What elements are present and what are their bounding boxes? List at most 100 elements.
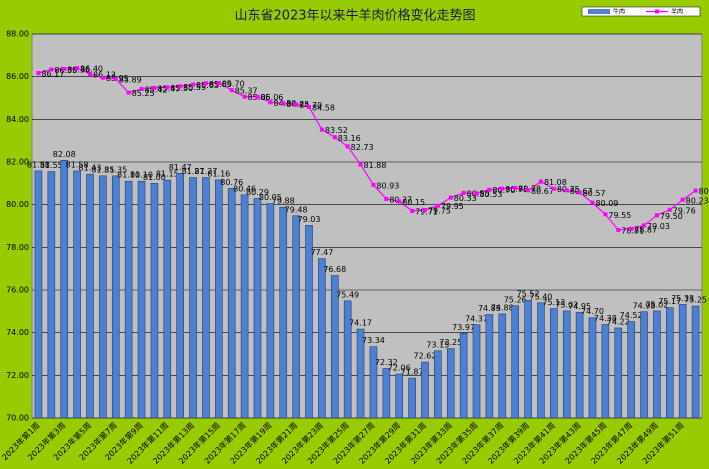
bar-value-label: 75.52 [517, 290, 540, 299]
line-marker [281, 101, 286, 106]
line-value-label: 85.55 [183, 83, 206, 92]
bar [498, 313, 507, 419]
bar [73, 170, 81, 419]
bar-value-label: 73.15 [426, 340, 449, 349]
line-value-label: 79.50 [660, 212, 683, 221]
line-value-label: 79.76 [673, 206, 696, 215]
line-value-label: 86.17 [41, 70, 64, 79]
bar [446, 348, 455, 419]
bar-value-label: 80.29 [246, 188, 269, 197]
bar [421, 361, 429, 419]
bar [678, 303, 687, 419]
bar [485, 314, 494, 419]
line-marker [36, 71, 41, 76]
legend-swatch [655, 9, 659, 14]
line-marker [62, 66, 67, 71]
line-marker [152, 85, 157, 90]
line-marker [397, 199, 402, 204]
line-marker [487, 187, 492, 192]
bar-value-label: 72.06 [388, 364, 411, 373]
line-marker [307, 104, 312, 109]
line-value-label: 79.95 [441, 202, 464, 211]
bar-value-label: 79.48 [285, 205, 308, 214]
line-marker [126, 90, 131, 95]
line-marker [551, 186, 556, 191]
line-value-label: 78.87 [634, 225, 657, 234]
line-marker [358, 162, 363, 167]
bar-value-label: 77.47 [310, 248, 333, 257]
line-value-label: 80.09 [595, 199, 618, 208]
bar [189, 177, 197, 419]
bar-value-label: 74.52 [620, 311, 643, 320]
line-value-label: 85.70 [222, 80, 245, 89]
bar [665, 307, 674, 419]
line-value-label: 83.16 [338, 134, 361, 143]
bar-value-label: 81.27 [194, 167, 217, 176]
bar-value-label: 72.62 [414, 352, 437, 361]
bar-value-label: 80.05 [259, 193, 282, 202]
line-value-label: 80.66 [699, 187, 709, 196]
y-tick-label: 74.00 [6, 328, 29, 337]
bar [330, 275, 339, 419]
line-value-label: 79.55 [608, 211, 631, 220]
bar [47, 171, 56, 419]
bar-value-label: 73.97 [452, 323, 475, 332]
line-marker [87, 71, 92, 76]
line-marker [294, 102, 299, 107]
bar [279, 206, 288, 419]
bar-value-label: 81.35 [91, 165, 114, 174]
line-marker [139, 87, 144, 92]
bar-value-label: 81.10 [117, 171, 140, 180]
line-marker [384, 196, 389, 201]
line-value-label: 85.89 [119, 76, 142, 85]
line-value-label: 80.53 [480, 190, 503, 199]
bar-value-label: 79.03 [298, 215, 321, 224]
bar [408, 377, 416, 419]
bar [202, 177, 210, 419]
line-value-label: 78.81 [621, 227, 644, 236]
line-value-label: 86.13 [93, 70, 116, 79]
line-value-label: 85.06 [260, 93, 283, 102]
bar [434, 350, 442, 419]
line-marker [216, 81, 221, 86]
bar [640, 311, 648, 419]
line-marker [178, 84, 183, 89]
y-tick-label: 88.00 [6, 30, 29, 39]
bar [318, 258, 326, 419]
line-value-label: 85.42 [145, 86, 168, 95]
bar-value-label: 75.17 [658, 297, 681, 306]
bar-value-label: 71.87 [401, 368, 424, 377]
line-value-label: 79.75 [428, 207, 451, 216]
bar [253, 198, 262, 419]
line-value-label: 79.03 [647, 222, 670, 231]
bar [614, 327, 623, 419]
bar-value-label: 75.02 [645, 300, 668, 309]
line-marker [461, 190, 466, 195]
line-value-label: 85.25 [132, 89, 155, 98]
bar-value-label: 81.58 [27, 160, 50, 169]
line-value-label: 85.50 [170, 84, 193, 93]
line-marker [590, 200, 595, 205]
line [38, 67, 696, 231]
bar-value-label: 76.68 [323, 265, 346, 274]
bar [292, 215, 300, 419]
bar [691, 305, 700, 419]
line-marker [564, 188, 569, 193]
line-marker [680, 197, 685, 202]
line-marker [49, 67, 54, 72]
bar [34, 170, 43, 419]
y-tick-label: 86.00 [6, 72, 29, 81]
line-marker [577, 190, 582, 195]
line-marker [345, 144, 350, 149]
bar [137, 180, 146, 419]
line-marker [332, 135, 337, 140]
bar-value-label: 80.46 [233, 184, 256, 193]
bar [86, 173, 94, 419]
bar [459, 333, 468, 419]
bar [99, 175, 107, 419]
line-marker [191, 82, 196, 87]
bar [176, 173, 184, 419]
bar [627, 321, 635, 419]
line-marker [165, 85, 170, 90]
bar-value-label: 80.76 [220, 178, 243, 187]
